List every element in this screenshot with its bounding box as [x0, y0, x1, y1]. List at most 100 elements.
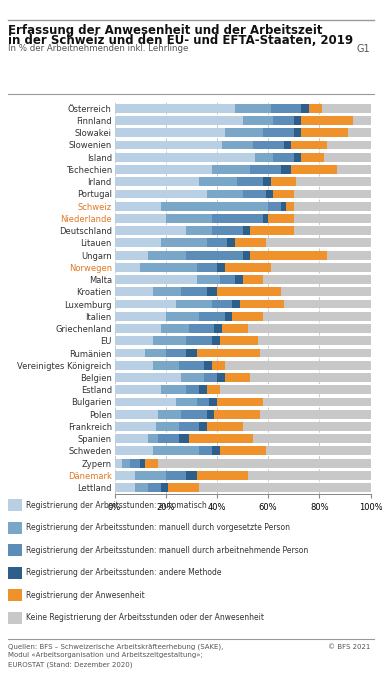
Bar — [145, 459, 158, 468]
Bar — [153, 447, 199, 456]
Bar — [232, 312, 263, 321]
Bar — [168, 484, 199, 492]
Bar — [207, 422, 243, 431]
Bar — [189, 434, 253, 443]
Bar — [176, 300, 212, 308]
Bar — [217, 398, 263, 407]
Bar — [296, 177, 371, 186]
Bar — [186, 385, 199, 394]
Text: Keine Registrierung der Arbeitsstunden oder der Anwesenheit: Keine Registrierung der Arbeitsstunden o… — [26, 613, 264, 622]
Bar — [207, 410, 214, 419]
Bar — [281, 165, 291, 174]
Bar — [161, 238, 207, 247]
Bar — [243, 189, 265, 198]
Bar — [145, 349, 166, 358]
Text: Registrierung der Anwesenheit: Registrierung der Anwesenheit — [26, 590, 145, 600]
Bar — [265, 447, 371, 456]
Bar — [286, 202, 294, 210]
Bar — [176, 398, 196, 407]
Bar — [199, 312, 225, 321]
Bar — [263, 177, 271, 186]
Bar — [115, 140, 222, 149]
Text: Registrierung der Arbeitsstunden: manuell durch arbeitnehmende Person: Registrierung der Arbeitsstunden: manuel… — [26, 545, 308, 555]
Bar — [301, 104, 309, 112]
Bar — [161, 324, 189, 333]
Bar — [155, 422, 178, 431]
Bar — [281, 202, 286, 210]
Bar — [291, 165, 337, 174]
Bar — [294, 202, 371, 210]
Bar — [115, 128, 225, 137]
Bar — [268, 202, 281, 210]
Bar — [250, 165, 281, 174]
Bar — [238, 177, 263, 186]
Bar — [115, 312, 166, 321]
Bar — [227, 238, 235, 247]
Bar — [220, 385, 371, 394]
Bar — [161, 202, 268, 210]
Bar — [261, 349, 371, 358]
Bar — [220, 447, 265, 456]
Bar — [271, 104, 301, 112]
Bar — [265, 189, 273, 198]
Text: In % der Arbeitnehmenden inkl. Lehrlinge: In % der Arbeitnehmenden inkl. Lehrlinge — [8, 44, 188, 53]
Bar — [166, 312, 199, 321]
Bar — [248, 471, 371, 480]
Bar — [115, 336, 153, 345]
Bar — [115, 398, 176, 407]
Bar — [301, 128, 348, 137]
Bar — [189, 324, 214, 333]
Bar — [232, 300, 240, 308]
Bar — [153, 361, 178, 370]
Bar — [115, 275, 196, 284]
Bar — [220, 275, 235, 284]
Bar — [268, 214, 294, 223]
Bar — [225, 373, 250, 382]
Bar — [263, 214, 268, 223]
Bar — [140, 459, 145, 468]
Bar — [263, 398, 371, 407]
Bar — [148, 251, 186, 259]
Bar — [255, 153, 273, 161]
Bar — [225, 263, 271, 272]
Bar — [140, 263, 196, 272]
Bar — [214, 324, 222, 333]
Text: EUROSTAT (Stand: Dezember 2020): EUROSTAT (Stand: Dezember 2020) — [8, 661, 132, 668]
Bar — [199, 484, 371, 492]
Bar — [235, 275, 243, 284]
Bar — [130, 459, 140, 468]
Bar — [294, 226, 371, 235]
Bar — [243, 275, 263, 284]
Bar — [115, 226, 186, 235]
Bar — [240, 300, 283, 308]
Bar — [243, 422, 371, 431]
Bar — [186, 471, 196, 480]
Bar — [322, 104, 371, 112]
Bar — [186, 251, 243, 259]
Bar — [115, 238, 161, 247]
Text: G1: G1 — [357, 44, 371, 54]
Bar — [212, 336, 220, 345]
Bar — [225, 128, 263, 137]
Bar — [115, 373, 181, 382]
Bar — [115, 422, 155, 431]
Bar — [158, 459, 371, 468]
Bar — [153, 336, 186, 345]
Bar — [250, 373, 371, 382]
Bar — [271, 177, 296, 186]
Bar — [235, 104, 271, 112]
Bar — [222, 140, 253, 149]
Bar — [186, 336, 212, 345]
Bar — [161, 385, 186, 394]
Bar — [273, 189, 294, 198]
Bar — [243, 226, 250, 235]
Bar — [115, 214, 166, 223]
Bar — [115, 287, 153, 296]
Text: Registrierung der Arbeitsstunden: automatisch: Registrierung der Arbeitsstunden: automa… — [26, 501, 207, 510]
Bar — [158, 434, 178, 443]
Bar — [115, 361, 153, 370]
Text: in der Schweiz und den EU- und EFTA-Staaten, 2019: in der Schweiz und den EU- und EFTA-Staa… — [8, 34, 353, 47]
Bar — [243, 116, 273, 125]
Bar — [212, 214, 263, 223]
Bar — [248, 324, 371, 333]
